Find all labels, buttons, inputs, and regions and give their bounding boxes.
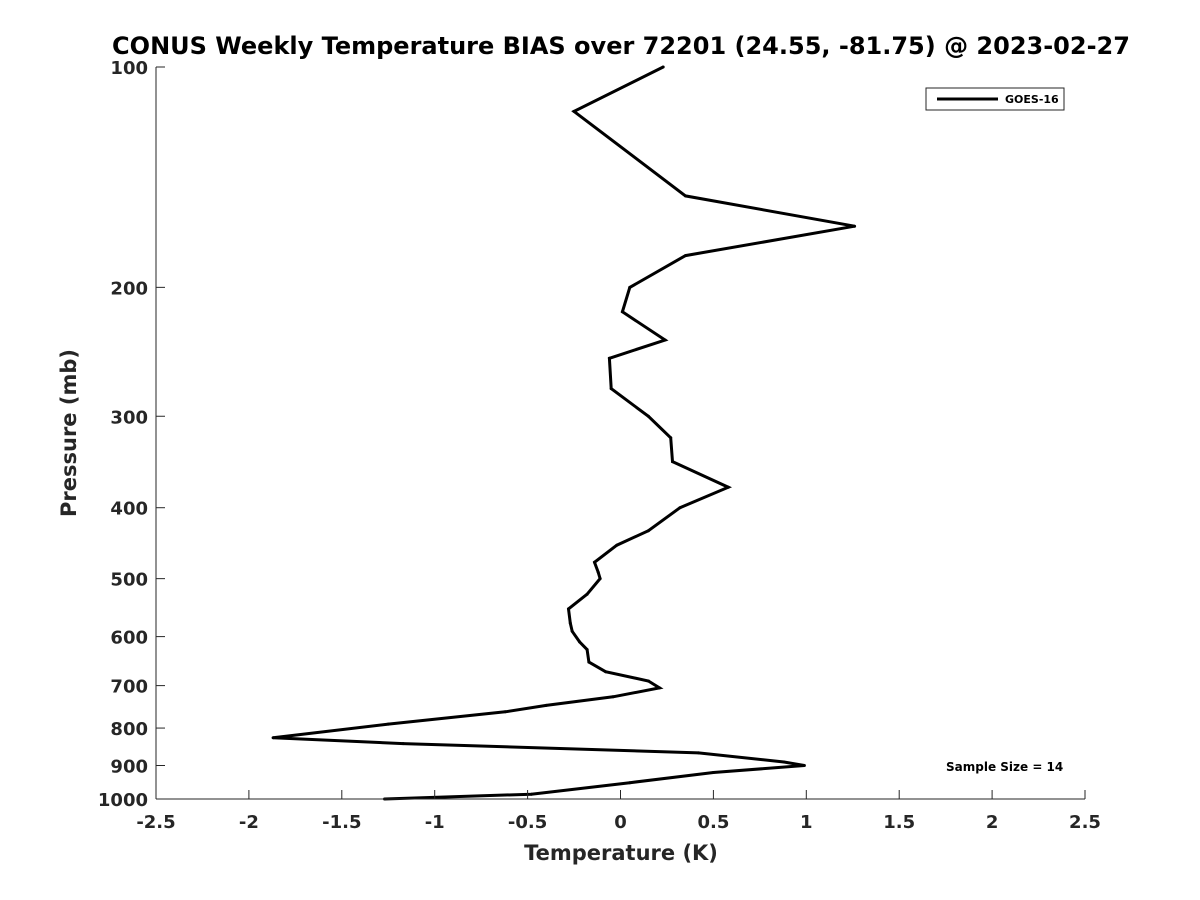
data-point bbox=[684, 194, 687, 198]
chart-title: CONUS Weekly Temperature BIAS over 72201… bbox=[112, 32, 1130, 60]
data-point bbox=[607, 356, 611, 360]
x-tick-label: 1.5 bbox=[883, 812, 915, 833]
data-point bbox=[628, 781, 632, 785]
data-layer bbox=[271, 65, 857, 801]
data-point bbox=[544, 703, 548, 707]
y-tick-label: 100 bbox=[110, 58, 148, 79]
data-point bbox=[593, 560, 596, 564]
y-tick-label: 800 bbox=[110, 719, 148, 740]
x-axis-label: Temperature (K) bbox=[524, 841, 718, 865]
data-point bbox=[585, 592, 589, 596]
data-point bbox=[271, 736, 275, 740]
ticks-layer: -2.5 -2 -1.5 -1 -0.5 0 0.5 1 1.5 2 2.5 100 200 300 400… bbox=[98, 58, 1101, 833]
x-tick-label: -1 bbox=[425, 812, 445, 833]
x-tick-label: 0 bbox=[614, 812, 627, 833]
data-point bbox=[620, 310, 624, 314]
data-point bbox=[587, 660, 591, 664]
x-tick-label: 0.5 bbox=[697, 812, 729, 833]
data-point bbox=[663, 338, 667, 342]
data-point bbox=[671, 460, 674, 464]
y-tick-label: 300 bbox=[110, 407, 148, 428]
data-point bbox=[802, 764, 806, 767]
y-tick-label: 600 bbox=[110, 628, 148, 649]
data-point bbox=[386, 722, 390, 726]
y-tick-label: 500 bbox=[110, 570, 148, 591]
data-point bbox=[684, 254, 687, 258]
x-tick-label: 2 bbox=[986, 812, 999, 833]
data-point bbox=[570, 629, 574, 633]
data-point bbox=[646, 414, 650, 418]
data-point bbox=[697, 751, 700, 755]
data-point bbox=[628, 285, 632, 289]
data-point bbox=[596, 570, 600, 574]
x-tick-label: -0.5 bbox=[508, 812, 547, 833]
legend: GOES-16 bbox=[925, 87, 1065, 111]
data-point bbox=[503, 710, 507, 714]
data-point bbox=[678, 506, 682, 510]
data-point bbox=[568, 621, 572, 625]
data-point bbox=[598, 577, 602, 581]
data-point bbox=[578, 640, 582, 644]
y-tick-label: 700 bbox=[110, 677, 148, 698]
data-point bbox=[669, 436, 673, 440]
data-point bbox=[658, 686, 661, 690]
data-point bbox=[609, 387, 613, 391]
plot-area bbox=[156, 67, 1085, 799]
data-point bbox=[585, 648, 589, 652]
data-point bbox=[646, 679, 650, 683]
data-point bbox=[782, 760, 786, 764]
data-point bbox=[611, 695, 615, 699]
y-tick-label: 1000 bbox=[98, 790, 148, 811]
data-point bbox=[661, 65, 665, 69]
x-tick-label: -2.5 bbox=[136, 812, 175, 833]
x-tick-label: -2 bbox=[239, 812, 259, 833]
x-tick-label: 1 bbox=[800, 812, 813, 833]
data-point bbox=[401, 742, 405, 746]
y-axis-label: Pressure (mb) bbox=[57, 349, 81, 517]
data-point bbox=[572, 109, 576, 113]
data-point bbox=[726, 485, 730, 489]
y-tick-label: 200 bbox=[110, 278, 148, 299]
data-point bbox=[615, 543, 619, 547]
legend-label: GOES-16 bbox=[1005, 93, 1059, 106]
y-tick-label: 900 bbox=[110, 757, 148, 778]
sample-size-annotation: Sample Size = 14 bbox=[946, 760, 1063, 774]
data-point bbox=[711, 771, 715, 774]
data-point bbox=[646, 529, 650, 533]
data-point bbox=[853, 224, 857, 228]
y-tick-label: 400 bbox=[110, 499, 148, 520]
data-point bbox=[529, 792, 533, 796]
data-point bbox=[567, 607, 570, 611]
data-point bbox=[604, 670, 608, 674]
x-tick-label: 2.5 bbox=[1069, 812, 1101, 833]
x-tick-label: -1.5 bbox=[322, 812, 361, 833]
